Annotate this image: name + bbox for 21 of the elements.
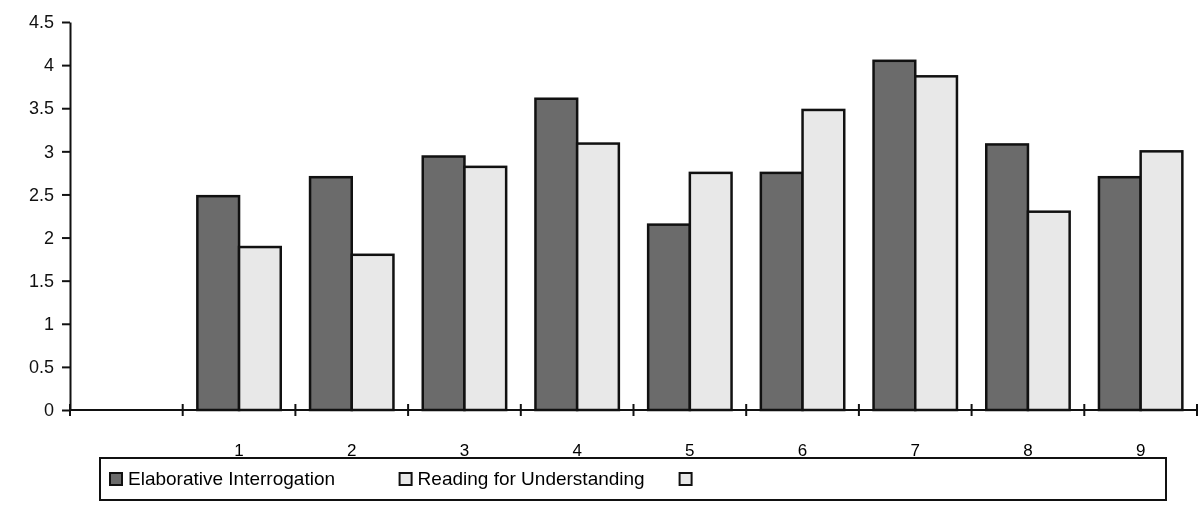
legend-label: Reading for Understanding bbox=[417, 468, 645, 489]
x-tick-label: 6 bbox=[797, 441, 808, 460]
x-tick-label: 8 bbox=[1023, 441, 1033, 460]
x-tick-label: 7 bbox=[910, 441, 920, 460]
x-tick-label: 4 bbox=[572, 441, 582, 460]
y-tick-label: 0 bbox=[43, 400, 54, 421]
y-tick-label: 1.5 bbox=[28, 270, 54, 291]
legend-label: Elaborative Interrogation bbox=[128, 468, 336, 489]
y-tick-label: 3.5 bbox=[28, 98, 54, 119]
x-tick-label: 2 bbox=[347, 441, 357, 460]
x-tick-label: 9 bbox=[1135, 441, 1146, 460]
y-tick-label: 2 bbox=[43, 227, 54, 248]
x-tick-label: 5 bbox=[685, 441, 695, 460]
y-tick-label: 2.5 bbox=[28, 184, 54, 205]
y-tick-label: 3 bbox=[43, 141, 54, 162]
y-tick-label: 1 bbox=[43, 314, 54, 335]
x-tick-label: 3 bbox=[459, 441, 470, 460]
x-tick-label: 1 bbox=[234, 441, 244, 460]
y-tick-label: 4.5 bbox=[28, 12, 54, 33]
y-tick-label: 0.5 bbox=[28, 357, 54, 378]
y-tick-label: 4 bbox=[43, 55, 54, 76]
